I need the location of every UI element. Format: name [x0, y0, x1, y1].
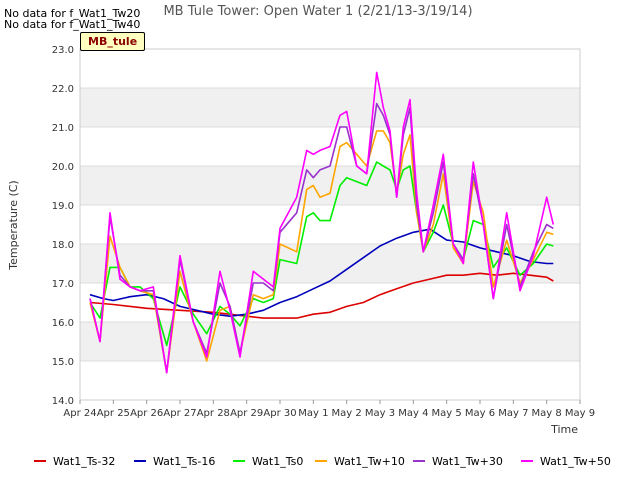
x-tick-label: May 2 [332, 408, 362, 419]
legend-label: Wat1_Tw+10 [334, 455, 405, 468]
y-tick-label: 16.0 [52, 318, 74, 329]
site-badge: MB_tule [80, 32, 146, 51]
series-line-wat1-tw-50 [89, 71, 555, 374]
legend-label: Wat1_Ts-32 [53, 455, 115, 468]
series-line-wat1-ts-16 [89, 228, 554, 317]
x-tick-label: May 4 [398, 408, 428, 419]
chart-title: MB Tule Tower: Open Water 1 (2/21/13-3/1… [163, 4, 472, 19]
y-tick-label: 15.0 [52, 357, 74, 368]
y-tick-label: 17.0 [52, 279, 74, 290]
grid-band [80, 322, 580, 361]
y-tick-label: 19.0 [52, 201, 74, 212]
x-tick-label: May 9 [565, 408, 595, 419]
y-tick-label: 18.0 [52, 240, 74, 251]
x-tick-label: May 8 [532, 408, 562, 419]
x-tick-label: May 1 [298, 408, 328, 419]
legend-label: Wat1_Tw+30 [432, 455, 503, 468]
plot-frame [79, 48, 581, 401]
y-tick-label: 20.0 [52, 162, 74, 173]
no-data-notice: No data for f_Wat1_Tw40 [4, 18, 141, 31]
legend-label: Wat1_Ts-16 [153, 455, 215, 468]
x-tick-label: May 5 [432, 408, 462, 419]
y-tick-label: 23.0 [52, 45, 74, 56]
x-tick-label: May 3 [365, 408, 395, 419]
x-tick-label: May 6 [465, 408, 495, 419]
x-tick-label: Apr 28 [197, 408, 230, 419]
x-tick-label: Apr 27 [163, 408, 196, 419]
grid-band [80, 166, 580, 205]
x-tick-label: Apr 30 [263, 408, 296, 419]
y-tick-label: 22.0 [52, 84, 74, 95]
x-axis-label: Time [550, 423, 578, 436]
no-data-notice: No data for f_Wat1_Tw20 [4, 7, 141, 20]
y-tick-label: 21.0 [52, 123, 74, 134]
y-axis-label: Temperature (C) [7, 180, 20, 270]
legend-label: Wat1_Ts0 [252, 455, 303, 468]
x-tick-label: Apr 29 [230, 408, 263, 419]
grid-band [80, 88, 580, 127]
y-tick-label: 14.0 [52, 396, 74, 407]
x-tick-label: Apr 25 [97, 408, 130, 419]
x-tick-label: Apr 26 [130, 408, 163, 419]
x-tick-label: May 7 [498, 408, 528, 419]
x-tick-label: Apr 24 [63, 408, 96, 419]
legend-label: Wat1_Tw+50 [540, 455, 611, 468]
